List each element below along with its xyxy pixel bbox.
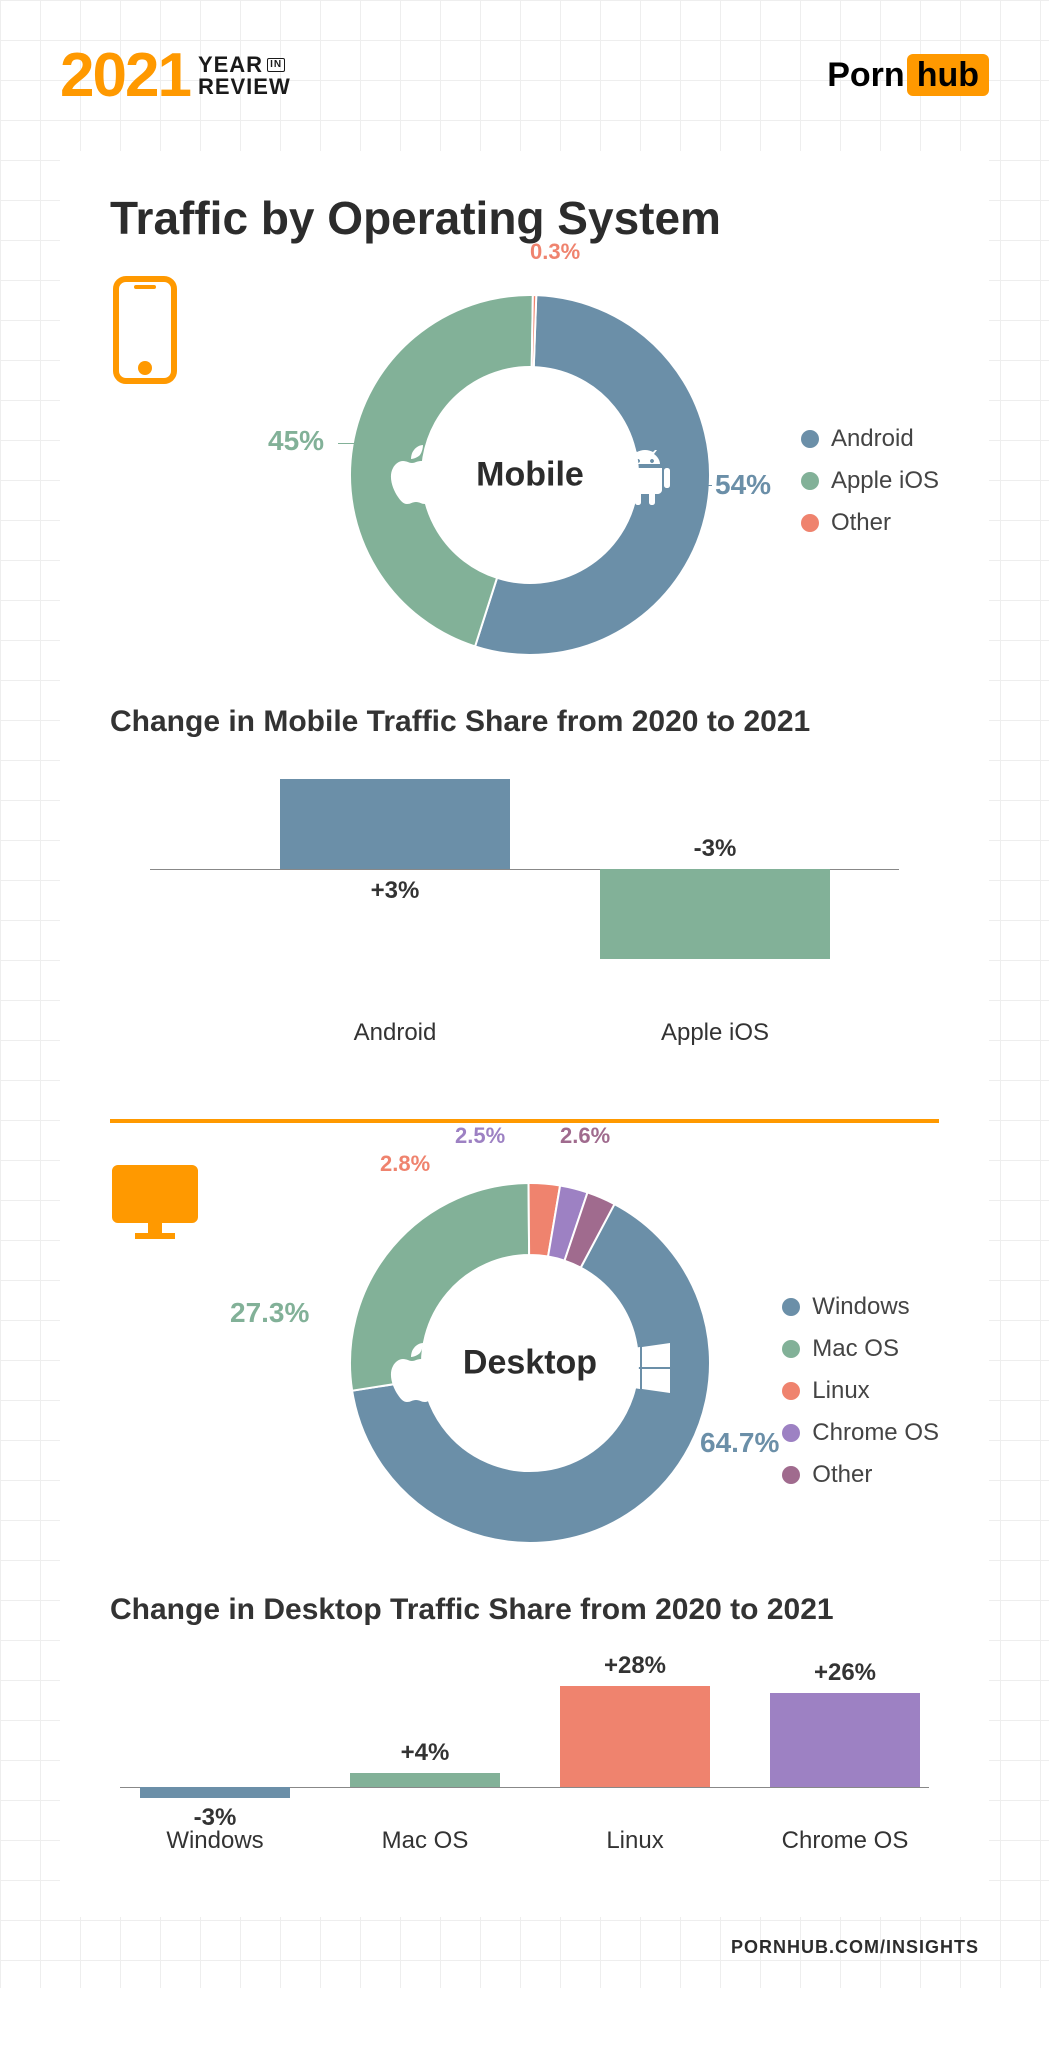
- bar: [280, 779, 510, 869]
- desktop-center-label: Desktop: [463, 1344, 597, 1383]
- legend-label: Linux: [812, 1377, 869, 1405]
- bar-category-label: Chrome OS: [750, 1827, 940, 1855]
- bar-value-label: +4%: [350, 1739, 500, 1767]
- legend-swatch: [782, 1382, 800, 1400]
- desktop-section: Desktop 64.7%27.3%2.8%2.5%2.6% Windows Ma…: [110, 1163, 939, 1867]
- legend-label: Windows: [812, 1293, 909, 1321]
- legend-swatch: [782, 1424, 800, 1442]
- bar-value-label: +26%: [770, 1659, 920, 1687]
- legend-item: Other: [801, 509, 939, 537]
- legend-label: Android: [831, 425, 914, 453]
- bar: [600, 869, 830, 959]
- bar-category-label: Linux: [540, 1827, 730, 1855]
- apple-icon: [390, 445, 440, 505]
- legend-swatch: [801, 514, 819, 532]
- mobile-section: Mobile 54%45%0.3% AndroidApple iOSOther …: [110, 275, 939, 1079]
- legend-swatch: [801, 430, 819, 448]
- windows-icon: [620, 1343, 670, 1393]
- bar-category-label: Windows: [120, 1827, 310, 1855]
- legend-item: Apple iOS: [801, 467, 939, 495]
- desktop-donut-chart: Desktop 64.7%27.3%2.8%2.5%2.6%: [330, 1163, 730, 1563]
- legend-swatch: [782, 1466, 800, 1484]
- pct-label: 54%: [715, 469, 771, 501]
- bar: [770, 1693, 920, 1787]
- legend-item: Chrome OS: [782, 1419, 939, 1447]
- legend-item: Mac OS: [782, 1335, 939, 1363]
- brand-logo: Pornhub: [827, 56, 989, 95]
- pct-label: 27.3%: [230, 1297, 309, 1329]
- mobile-legend: Android Apple iOS Other: [801, 425, 939, 537]
- pct-label: 2.5%: [455, 1123, 505, 1149]
- infographic-page: 2021 YEARIN REVIEW Pornhub Traffic by Op…: [0, 0, 1049, 1988]
- bar: [350, 1773, 500, 1787]
- mobile-donut-chart: Mobile 54%45%0.3%: [330, 275, 730, 675]
- page-title: Traffic by Operating System: [110, 191, 939, 245]
- bar-value-label: +28%: [560, 1652, 710, 1680]
- content: Traffic by Operating System Mobile: [60, 151, 989, 1917]
- bar: [140, 1787, 290, 1798]
- legend-label: Apple iOS: [831, 467, 939, 495]
- year-review-text: YEARIN REVIEW: [198, 54, 291, 98]
- pct-label: 0.3%: [530, 239, 580, 265]
- pct-label: 45%: [268, 425, 324, 457]
- android-icon: [620, 450, 670, 505]
- legend-swatch: [801, 472, 819, 490]
- bar-category-label: Mac OS: [330, 1827, 520, 1855]
- phone-icon: [110, 275, 180, 390]
- year-in-review-logo: 2021 YEARIN REVIEW: [60, 40, 291, 111]
- pct-label: 64.7%: [700, 1427, 779, 1459]
- bar-value-label: -3%: [600, 835, 830, 863]
- legend-item: Other: [782, 1461, 939, 1489]
- legend-label: Other: [812, 1461, 872, 1489]
- legend-swatch: [782, 1298, 800, 1316]
- desktop-change-title: Change in Desktop Traffic Share from 202…: [110, 1593, 939, 1627]
- legend-item: Windows: [782, 1293, 939, 1321]
- bar-category-label: Apple iOS: [600, 1019, 830, 1047]
- footer-credit: PORNHUB.COM/INSIGHTS: [60, 1917, 989, 1958]
- monitor-icon: [110, 1163, 200, 1248]
- legend-item: Android: [801, 425, 939, 453]
- apple-icon: [390, 1343, 440, 1403]
- mobile-change-title: Change in Mobile Traffic Share from 2020…: [110, 705, 939, 739]
- legend-label: Mac OS: [812, 1335, 899, 1363]
- pct-label: 2.6%: [560, 1123, 610, 1149]
- mobile-center-label: Mobile: [476, 456, 584, 495]
- legend-label: Other: [831, 509, 891, 537]
- mobile-change-chart: +3% Android -3% Apple iOS: [150, 759, 899, 1079]
- legend-label: Chrome OS: [812, 1419, 939, 1447]
- bar-value-label: +3%: [280, 877, 510, 905]
- desktop-change-chart: -3%Windows+4%Mac OS+28%Linux+26%Chrome O…: [120, 1647, 929, 1867]
- year-text: 2021: [60, 40, 190, 111]
- desktop-legend: Windows Mac OS Linux Chrome OS Other: [782, 1293, 939, 1489]
- legend-item: Linux: [782, 1377, 939, 1405]
- legend-swatch: [782, 1340, 800, 1358]
- divider: [110, 1119, 939, 1123]
- bar-category-label: Android: [280, 1019, 510, 1047]
- header: 2021 YEARIN REVIEW Pornhub: [60, 40, 989, 111]
- pct-label: 2.8%: [380, 1151, 430, 1177]
- bar: [560, 1686, 710, 1787]
